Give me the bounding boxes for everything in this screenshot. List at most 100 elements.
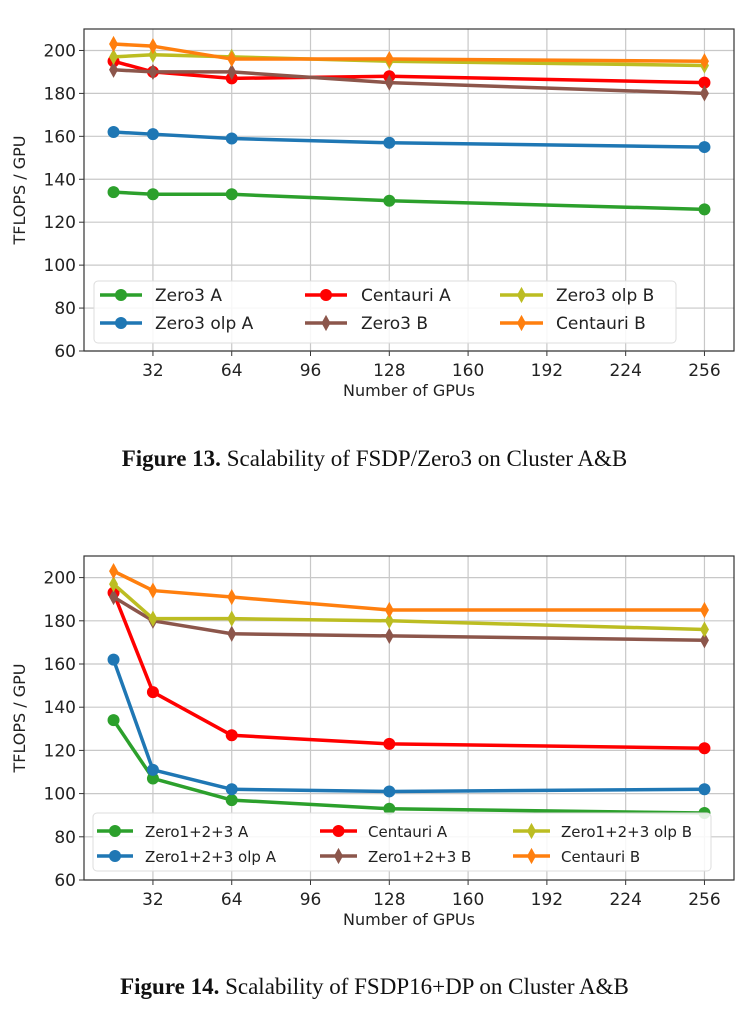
legend-swatch-marker — [320, 289, 332, 301]
y-tick-label: 200 — [44, 41, 76, 61]
y-tick-label: 60 — [54, 342, 76, 362]
data-point — [698, 783, 711, 796]
plot-frame — [83, 555, 735, 881]
x-tick-label: 192 — [531, 890, 563, 910]
data-point — [699, 632, 709, 649]
data-point — [383, 802, 396, 815]
x-tick-label: 96 — [300, 890, 322, 910]
legend-label: Zero1+2+3 olp B — [561, 823, 692, 841]
data-point — [225, 729, 238, 742]
data-point — [225, 794, 238, 807]
legend-label: Zero3 olp B — [556, 286, 654, 306]
legend-label: Centauri A — [368, 823, 448, 841]
y-tick-label: 120 — [44, 741, 76, 761]
x-tick-label: 64 — [221, 890, 243, 910]
series-zero3-olp-a — [107, 126, 711, 154]
data-point — [383, 737, 396, 750]
x-tick-label: 96 — [300, 361, 322, 381]
data-point — [225, 188, 238, 201]
data-point — [699, 621, 709, 638]
y-tick-label: 120 — [44, 213, 76, 233]
series-zero1-2-3-olp-a — [107, 653, 711, 798]
y-tick-label: 100 — [44, 256, 76, 276]
series-zero1-2-3-olp-b — [109, 575, 709, 638]
legend-swatch-marker — [517, 286, 526, 304]
data-point — [225, 783, 238, 796]
x-tick-label: 128 — [373, 890, 405, 910]
series-line — [111, 592, 705, 750]
x-axis-label: Number of GPUs — [343, 910, 475, 929]
data-point — [109, 563, 119, 580]
series-line — [112, 582, 705, 632]
data-point — [384, 627, 394, 645]
caption-text: Scalability of FSDP16+DP on Cluster A&B — [219, 974, 629, 999]
legend-swatch-marker — [115, 317, 127, 329]
y-tick-label: 180 — [44, 612, 76, 632]
series-zero3-b — [109, 61, 709, 102]
y-axis-label: TFLOPS / GPU — [10, 663, 29, 773]
data-point — [384, 50, 394, 68]
data-point — [699, 53, 709, 70]
legend-label: Centauri B — [561, 848, 640, 866]
figure-13-caption: Figure 13. Scalability of FSDP/Zero3 on … — [0, 446, 749, 472]
data-point — [384, 74, 394, 91]
data-point — [227, 63, 237, 81]
caption-text: Scalability of FSDP/Zero3 on Cluster A&B — [220, 446, 628, 471]
legend-swatch-marker — [527, 847, 536, 865]
data-point — [227, 588, 237, 606]
data-point — [698, 203, 711, 216]
data-point — [107, 714, 120, 727]
x-tick-label: 64 — [221, 361, 243, 381]
data-point — [146, 188, 159, 201]
data-point — [227, 625, 237, 642]
legend-swatch-marker — [527, 822, 536, 840]
data-point — [148, 63, 158, 81]
series-zero3-a — [107, 186, 711, 216]
x-tick-label: 224 — [609, 890, 641, 910]
data-point — [146, 772, 159, 785]
data-point — [109, 35, 119, 53]
x-tick-label: 128 — [373, 361, 405, 381]
series-line — [113, 42, 705, 63]
x-tick-label: 256 — [688, 361, 720, 381]
series-centauri-b — [109, 35, 709, 70]
caption-label: Figure 14. — [120, 974, 220, 999]
data-point — [146, 686, 159, 699]
data-point — [109, 61, 119, 78]
y-tick-label: 100 — [44, 785, 76, 805]
legend-swatch-marker — [109, 825, 121, 837]
legend: Zero1+2+3 A Zero1+2+3 olp A Centauri A Zero… — [92, 812, 712, 872]
legend-label: Centauri A — [361, 286, 451, 306]
series-line — [113, 190, 705, 212]
chart-2: 32 64 96 128 160 192 224 256 60 80 100 120 140 160 180… — [10, 555, 735, 929]
plot-frame — [83, 28, 735, 352]
y-tick-label: 160 — [44, 655, 76, 675]
data-point — [109, 588, 119, 606]
legend-swatch-marker — [334, 847, 343, 865]
data-point — [227, 50, 237, 68]
data-point — [227, 610, 237, 627]
series-line — [112, 719, 705, 815]
y-axis-label: TFLOPS / GPU — [10, 135, 29, 245]
data-point — [107, 653, 120, 666]
data-point — [225, 132, 238, 145]
series-line — [111, 659, 705, 794]
series-zero1-2-3-a — [107, 714, 711, 820]
legend-label: Zero1+2+3 A — [145, 823, 249, 841]
data-point — [384, 612, 394, 629]
y-tick-label: 140 — [44, 698, 76, 718]
legend-label: Zero1+2+3 B — [368, 848, 471, 866]
y-tick-label: 60 — [54, 871, 76, 891]
y-tick-label: 180 — [44, 84, 76, 104]
data-point — [383, 785, 396, 798]
x-axis-label: Number of GPUs — [343, 381, 475, 400]
legend-label: Zero3 B — [361, 314, 428, 334]
data-point — [698, 742, 711, 755]
data-point — [146, 128, 159, 141]
x-tick-label: 224 — [609, 361, 641, 381]
series-line — [113, 130, 705, 149]
y-tick-label: 80 — [54, 828, 76, 848]
data-point — [148, 610, 158, 627]
legend-swatch-marker — [332, 825, 345, 837]
data-point — [383, 194, 396, 207]
